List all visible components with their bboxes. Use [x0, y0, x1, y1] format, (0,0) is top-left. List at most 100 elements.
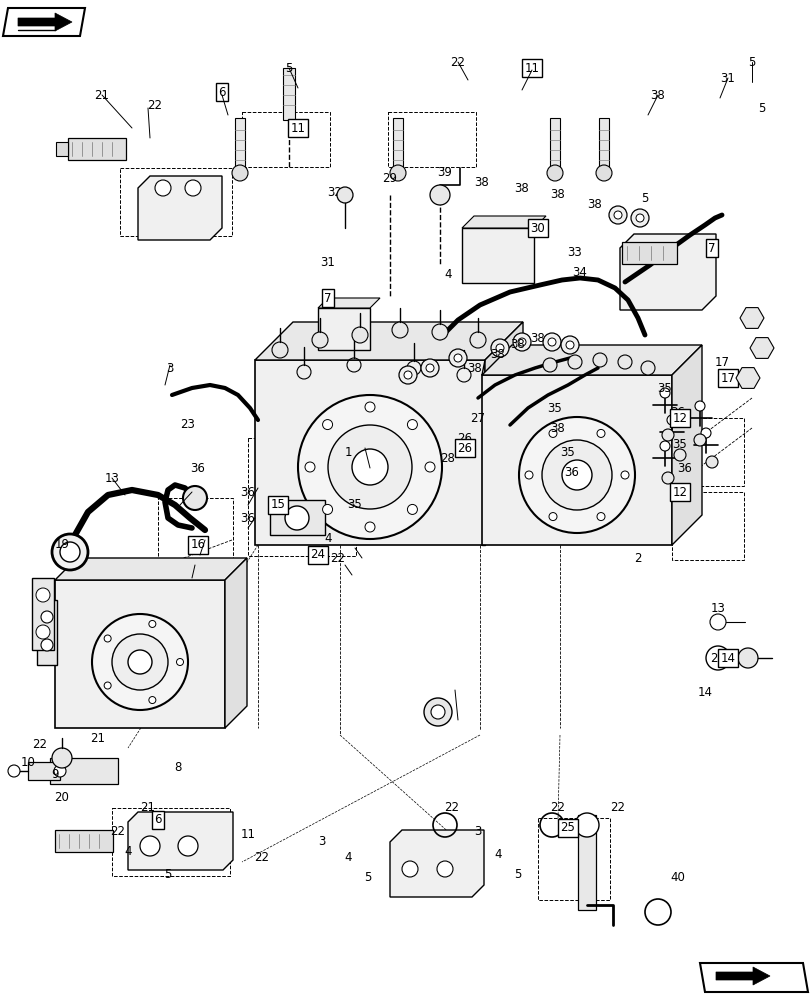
Text: 32: 32: [327, 186, 342, 198]
Text: 7: 7: [324, 292, 332, 304]
Text: 7: 7: [707, 241, 714, 254]
Polygon shape: [55, 558, 247, 580]
Text: 23: 23: [180, 418, 195, 432]
Polygon shape: [255, 322, 522, 360]
Bar: [158, 498, 233, 586]
Bar: [599, 118, 608, 173]
Circle shape: [328, 425, 411, 509]
Text: 17: 17: [714, 356, 728, 368]
Circle shape: [60, 542, 80, 562]
Text: 22: 22: [450, 56, 465, 69]
Circle shape: [574, 813, 599, 837]
Circle shape: [661, 429, 673, 441]
Circle shape: [8, 765, 20, 777]
Text: 22: 22: [148, 99, 162, 112]
Text: 37: 37: [184, 486, 200, 498]
Text: 26: 26: [457, 432, 472, 444]
Bar: [393, 118, 402, 173]
Text: 36: 36: [240, 486, 255, 498]
Text: 36: 36: [564, 466, 579, 479]
Text: 34: 34: [572, 265, 586, 278]
Bar: [112, 808, 230, 876]
Circle shape: [139, 836, 160, 856]
Circle shape: [337, 187, 353, 203]
Text: 22: 22: [330, 552, 345, 564]
Bar: [32, 578, 54, 650]
Text: 22: 22: [550, 801, 564, 814]
Polygon shape: [482, 345, 702, 375]
Text: 12: 12: [672, 486, 687, 498]
Circle shape: [592, 353, 607, 367]
Text: 8: 8: [174, 761, 182, 774]
Circle shape: [568, 355, 581, 369]
Polygon shape: [18, 13, 72, 31]
Circle shape: [448, 349, 466, 367]
Circle shape: [453, 354, 461, 362]
Text: 22: 22: [610, 801, 624, 814]
Polygon shape: [715, 967, 769, 985]
Text: 11: 11: [290, 122, 305, 135]
Circle shape: [311, 332, 328, 348]
Polygon shape: [739, 308, 763, 328]
Text: 5: 5: [641, 192, 648, 205]
Text: 38: 38: [587, 198, 602, 212]
Circle shape: [548, 513, 556, 521]
Circle shape: [547, 338, 556, 346]
Circle shape: [36, 625, 50, 639]
Circle shape: [52, 748, 72, 768]
Circle shape: [560, 336, 578, 354]
Circle shape: [700, 428, 710, 438]
Text: 38: 38: [550, 422, 564, 434]
Polygon shape: [318, 298, 380, 308]
Text: 4: 4: [124, 845, 131, 858]
Text: 36: 36: [670, 406, 684, 418]
Text: 39: 39: [437, 166, 452, 179]
Circle shape: [608, 206, 626, 224]
Circle shape: [392, 322, 407, 338]
Polygon shape: [55, 580, 225, 728]
Bar: [283, 68, 294, 120]
Text: 28: 28: [440, 452, 455, 464]
Circle shape: [389, 165, 406, 181]
Circle shape: [525, 471, 532, 479]
Text: 22: 22: [110, 825, 126, 838]
Text: 2: 2: [633, 552, 641, 564]
Circle shape: [182, 486, 207, 510]
Text: 31: 31: [320, 255, 335, 268]
Text: 5: 5: [513, 868, 521, 881]
Circle shape: [426, 364, 433, 372]
Text: 35: 35: [347, 498, 362, 512]
Text: 40: 40: [670, 871, 684, 884]
Circle shape: [596, 429, 604, 437]
Circle shape: [148, 697, 156, 704]
Text: 22: 22: [444, 801, 459, 814]
Polygon shape: [225, 558, 247, 728]
Text: 4: 4: [344, 851, 351, 864]
Circle shape: [92, 614, 188, 710]
Text: 11: 11: [240, 828, 255, 841]
Bar: [538, 818, 609, 900]
Circle shape: [617, 355, 631, 369]
Circle shape: [431, 705, 444, 719]
Circle shape: [351, 327, 367, 343]
Circle shape: [517, 338, 526, 346]
Text: 26: 26: [457, 442, 472, 454]
Circle shape: [470, 332, 486, 348]
Text: 38: 38: [510, 338, 525, 352]
Circle shape: [420, 359, 439, 377]
Text: 21: 21: [140, 801, 156, 814]
Circle shape: [694, 401, 704, 411]
Polygon shape: [482, 375, 672, 545]
Text: 6: 6: [154, 813, 161, 826]
Circle shape: [737, 648, 757, 668]
Bar: [120, 168, 232, 236]
Circle shape: [518, 417, 634, 533]
Text: 9: 9: [51, 768, 58, 781]
Circle shape: [285, 506, 309, 530]
Circle shape: [640, 361, 654, 375]
Text: 5: 5: [748, 56, 755, 69]
Text: 36: 36: [676, 462, 692, 475]
Circle shape: [561, 460, 591, 490]
Text: 15: 15: [270, 498, 285, 512]
Text: 36: 36: [191, 462, 205, 475]
